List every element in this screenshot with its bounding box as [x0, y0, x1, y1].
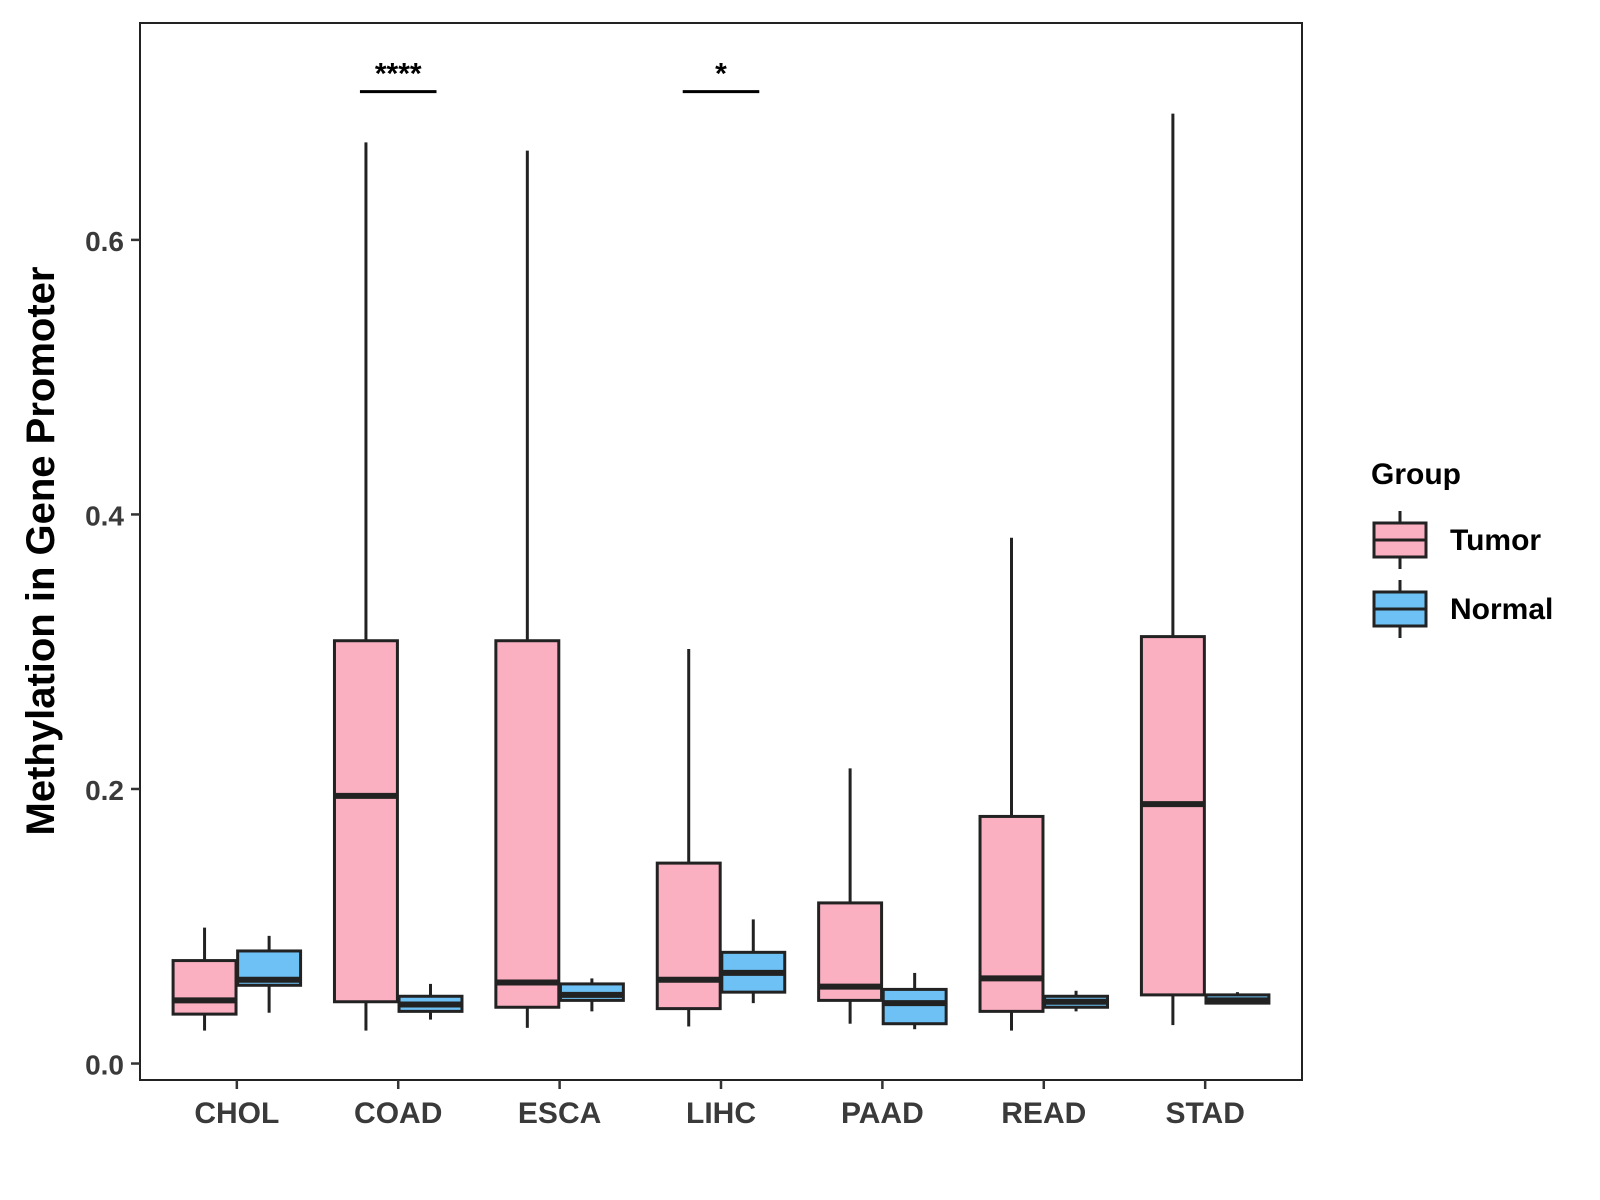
x-tick-label-esca: ESCA: [518, 1097, 601, 1130]
box-normal-stad: [1204, 992, 1271, 1005]
legend-key-tumor: [1372, 511, 1428, 569]
iqr-box: [332, 639, 399, 1004]
box-tumor-stad: [1139, 113, 1206, 1026]
significance-annotations: **** *: [359, 58, 760, 94]
y-axis: 0.0 0.2 0.4 0.6: [85, 226, 140, 1081]
significance-label: *: [715, 58, 727, 91]
y-axis-title: Methylation in Gene Promoter: [19, 267, 63, 836]
y-tick-label: 0.0: [85, 1050, 124, 1081]
box-normal-esca: [558, 978, 625, 1012]
box-normal-read: [1043, 990, 1110, 1012]
box-normal-chol: [236, 935, 303, 1013]
box-tumor-lihc: [655, 648, 722, 1027]
x-tick-label-paad: PAAD: [841, 1097, 924, 1130]
legend-key-normal: [1372, 580, 1428, 638]
iqr-box: [1139, 635, 1206, 997]
y-tick-label: 0.4: [85, 500, 124, 531]
box-tumor-read: [978, 537, 1045, 1031]
iqr-box: [655, 861, 722, 1011]
box-normal-coad: [397, 983, 464, 1020]
legend-title: Group: [1371, 458, 1461, 491]
box-series: [171, 113, 1271, 1031]
iqr-box: [494, 639, 561, 1009]
x-tick-label-read: READ: [1001, 1097, 1086, 1130]
box-normal-paad: [881, 972, 948, 1030]
x-tick-label-coad: COAD: [354, 1097, 442, 1130]
iqr-box: [171, 959, 238, 1016]
y-tick-label: 0.2: [85, 775, 124, 806]
box-tumor-esca: [494, 150, 561, 1028]
y-tick-label: 0.6: [85, 226, 124, 257]
legend: Group Tumor Normal: [1371, 458, 1553, 638]
legend-label-normal: Normal: [1450, 593, 1553, 626]
box-tumor-chol: [171, 927, 238, 1031]
x-tick-label-lihc: LIHC: [686, 1097, 756, 1130]
x-tick-label-chol: CHOL: [194, 1097, 279, 1130]
iqr-box: [978, 814, 1045, 1013]
iqr-box: [881, 987, 948, 1026]
box-tumor-paad: [817, 768, 884, 1024]
x-axis: CHOL COAD ESCA LIHC PAAD READ STAD: [194, 1080, 1245, 1130]
legend-label-tumor: Tumor: [1450, 524, 1541, 557]
box-normal-lihc: [720, 919, 787, 1004]
significance-label: ****: [375, 58, 422, 91]
x-tick-label-stad: STAD: [1165, 1097, 1244, 1130]
box-tumor-coad: [332, 142, 399, 1031]
